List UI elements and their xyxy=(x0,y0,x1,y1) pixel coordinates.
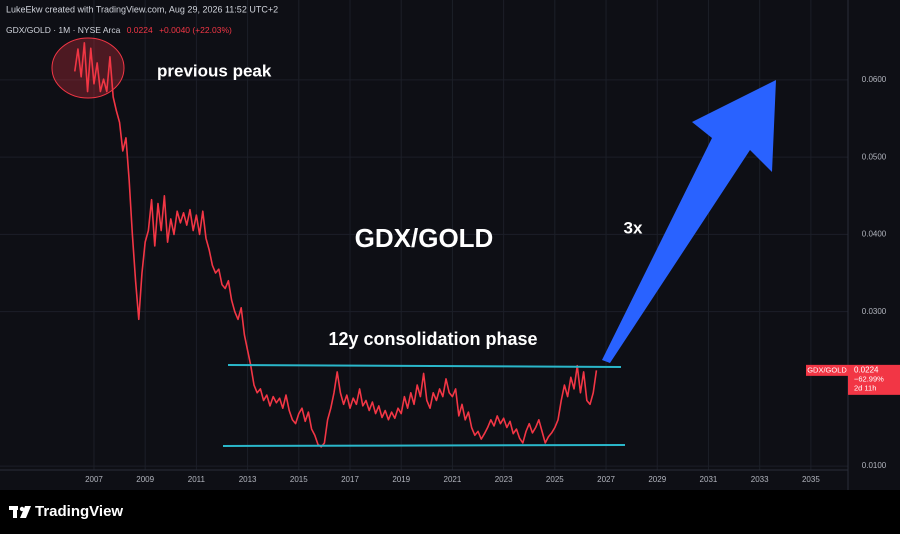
x-tick-label: 2035 xyxy=(802,475,820,484)
price-label-box xyxy=(848,364,900,395)
marks xyxy=(73,42,598,448)
brand-logo xyxy=(9,506,31,518)
legend-value: 0.0224 xyxy=(127,25,153,35)
x-tick-label: 2013 xyxy=(239,475,257,484)
logo-shape xyxy=(19,506,25,512)
x-tick-label: 2017 xyxy=(341,475,359,484)
annotation: GDX/GOLD xyxy=(355,223,494,253)
x-tick-label: 2021 xyxy=(444,475,462,484)
resistance-line xyxy=(227,364,622,368)
price-label: GDX/GOLD 0.0224 −62.99% 2d 11h xyxy=(806,364,900,395)
x-tick-label: 2027 xyxy=(597,475,615,484)
x-tick-label: 2025 xyxy=(546,475,564,484)
grid xyxy=(0,0,848,470)
x-tick-label: 2019 xyxy=(392,475,410,484)
logo-shape xyxy=(20,506,31,518)
x-tick-label: 2023 xyxy=(495,475,513,484)
legend-change: +0.0040 (+22.03%) xyxy=(159,25,232,35)
y-tick-label: 0.0100 xyxy=(862,461,887,470)
x-tick-label: 2009 xyxy=(136,475,154,484)
x-tick-label: 2011 xyxy=(188,475,206,484)
ticks: 0.0100 0.0300 0.0400 0.0500 0.0600 2007 2009 20… xyxy=(85,75,887,484)
price-label-countdown: 2d 11h xyxy=(854,383,876,392)
brand: TradingView xyxy=(35,503,123,520)
price-label-name: GDX/GOLD xyxy=(807,365,847,374)
legend: GDX/GOLD · 1M · NYSE Arca 0.0224 +0.0040… xyxy=(6,25,232,35)
annotation: 12y consolidation phase xyxy=(328,329,537,349)
y-tick-label: 0.0600 xyxy=(862,75,887,84)
support-line xyxy=(222,444,626,447)
x-tick-label: 2007 xyxy=(85,475,103,484)
footer-background xyxy=(0,490,900,534)
y-tick-label: 0.0500 xyxy=(862,152,887,161)
annotation: 3x xyxy=(624,218,643,237)
y-tick-label: 0.0300 xyxy=(862,307,887,316)
x-tick-label: 2033 xyxy=(751,475,769,484)
price-label-name-box xyxy=(806,364,848,376)
price-label-change: −62.99% xyxy=(854,374,884,383)
price-line xyxy=(73,42,598,448)
chart-background xyxy=(0,0,900,490)
annotation: previous peak xyxy=(157,61,272,80)
target-arrow xyxy=(602,80,776,363)
x-tick-label: 2031 xyxy=(700,475,718,484)
x-tick-label: 2015 xyxy=(290,475,308,484)
peak-ellipse xyxy=(51,37,125,99)
x-tick-label: 2029 xyxy=(648,475,666,484)
logo-shape xyxy=(13,506,17,518)
y-tick-label: 0.0400 xyxy=(862,230,887,239)
price-label-value: 0.0224 xyxy=(854,365,879,374)
legend-label: GDX/GOLD · 1M · NYSE Arca xyxy=(6,25,121,35)
header: LukeEkw created with TradingView.com, Au… xyxy=(6,4,278,14)
